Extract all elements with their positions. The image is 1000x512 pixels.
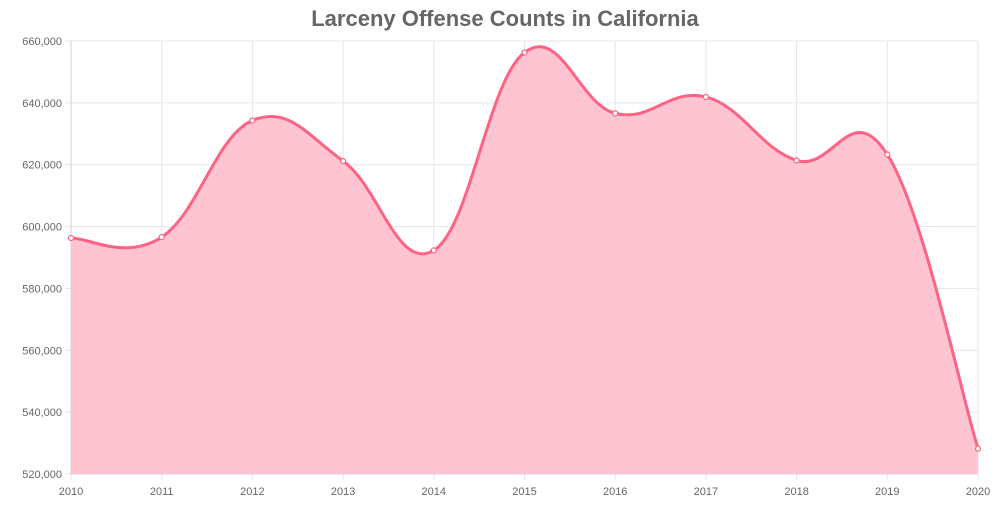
series-line: [70, 45, 980, 450]
data-point[interactable]: [521, 49, 528, 56]
y-axis-labels: 520,000 540,000 560,000 580,000 600,000 620,0…: [22, 36, 62, 481]
y-tick-label: 640,000: [22, 98, 62, 110]
data-point[interactable]: [702, 93, 710, 101]
y-tick-label: 660,000: [22, 36, 62, 48]
x-tick-label: 2016: [603, 486, 627, 498]
y-tick-label: 600,000: [22, 222, 62, 234]
chart-title: Larceny Offense Counts in California: [311, 6, 699, 31]
x-axis-labels: 2010 2011 2012 2013 2014 2015 2016 2017 2018 2019…: [59, 486, 990, 498]
x-tick-label: 2011: [150, 486, 174, 498]
series-points: [67, 49, 982, 452]
series-area-fill: [71, 46, 978, 475]
x-tick-label: 2019: [875, 486, 899, 498]
data-point[interactable]: [612, 110, 619, 117]
x-tick-label: 2010: [59, 486, 83, 498]
x-tick-label: 2014: [422, 486, 446, 498]
y-tick-label: 520,000: [22, 469, 62, 481]
data-point[interactable]: [158, 233, 165, 241]
series-area: [70, 45, 980, 475]
x-tick-label: 2013: [331, 486, 355, 498]
data-point[interactable]: [793, 157, 800, 164]
data-point[interactable]: [249, 117, 256, 124]
data-point[interactable]: [340, 157, 347, 165]
data-point[interactable]: [884, 151, 891, 158]
y-tick-label: 580,000: [22, 283, 62, 295]
data-point[interactable]: [430, 247, 437, 254]
x-tick-label: 2017: [694, 486, 718, 498]
y-tick-label: 620,000: [22, 160, 62, 172]
data-point[interactable]: [974, 445, 982, 452]
y-tick-label: 560,000: [22, 345, 62, 357]
data-point[interactable]: [67, 234, 75, 242]
y-tick-label: 540,000: [22, 407, 62, 419]
x-tick-label: 2020: [966, 486, 990, 498]
x-tick-label: 2018: [784, 486, 808, 498]
x-tick-label: 2015: [512, 486, 536, 498]
x-tick-label: 2012: [240, 486, 264, 498]
